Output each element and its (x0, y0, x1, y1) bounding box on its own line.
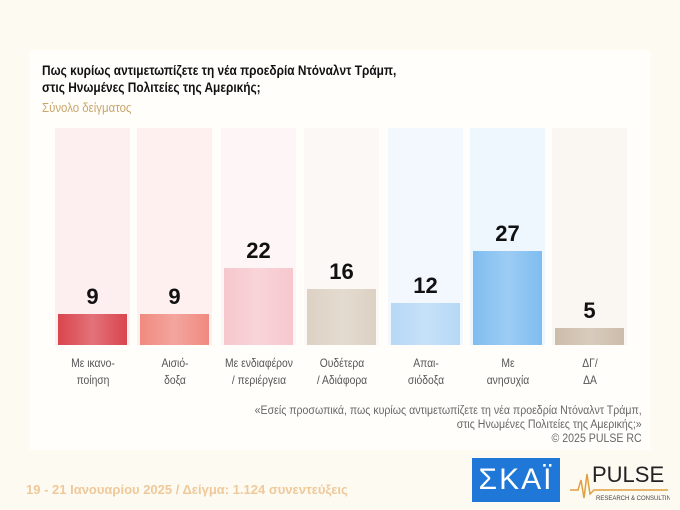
bar (307, 289, 376, 345)
bar-column: 27 (470, 128, 545, 345)
bar-column: 5 (552, 128, 627, 345)
chart-subtitle: Σύνολο δείγματος (42, 100, 132, 115)
data-label: 12 (413, 273, 438, 298)
data-label: 16 (329, 259, 354, 284)
bar (391, 303, 460, 345)
bar (473, 250, 542, 345)
bar (140, 313, 209, 345)
category-label: Αισιό-δοξα (160, 356, 189, 387)
data-label: 27 (495, 220, 520, 246)
bar (58, 313, 127, 345)
category-label: Με ανησυχία (486, 356, 529, 387)
category-label: ΔΓ/ΔΑ (581, 356, 598, 387)
data-label: 9 (86, 283, 99, 309)
bar (224, 268, 293, 345)
chart-title: Πως κυρίως αντιμετωπίζετε τη νέα προεδρί… (42, 63, 397, 95)
category-label: Απαι-σιόδοξα (407, 356, 444, 387)
category-label: Με ενδιαφέρον / περιέργεια (224, 356, 293, 387)
skai-logo: ΣΚΑΪ (472, 458, 560, 502)
category-label: Με ικανο-ποίηση (70, 356, 115, 387)
category-label: Ουδέτερα / Αδιάφορα (316, 356, 367, 387)
bar-column: 12 (388, 128, 463, 345)
svg-text:PULSE: PULSE (592, 462, 664, 487)
data-label: 22 (246, 238, 271, 263)
data-label: 9 (168, 283, 181, 309)
pulse-logo: PULSE RESEARCH & CONSULTING (570, 458, 676, 502)
footer-info: 19 - 21 Ιανουαρίου 2025 / Δείγμα: 1.124 … (26, 482, 348, 497)
data-label: 5 (583, 297, 596, 323)
bar-column: 22 (221, 128, 296, 345)
question-note: «Εσείς προσωπικά, πως κυρίως αντιμετωπίζ… (254, 405, 642, 445)
bar (555, 327, 624, 345)
bar-column: 9 (55, 128, 130, 345)
svg-text:RESEARCH & CONSULTING: RESEARCH & CONSULTING (596, 496, 670, 502)
bar-column: 16 (304, 128, 379, 345)
bar-column: 9 (137, 128, 212, 345)
